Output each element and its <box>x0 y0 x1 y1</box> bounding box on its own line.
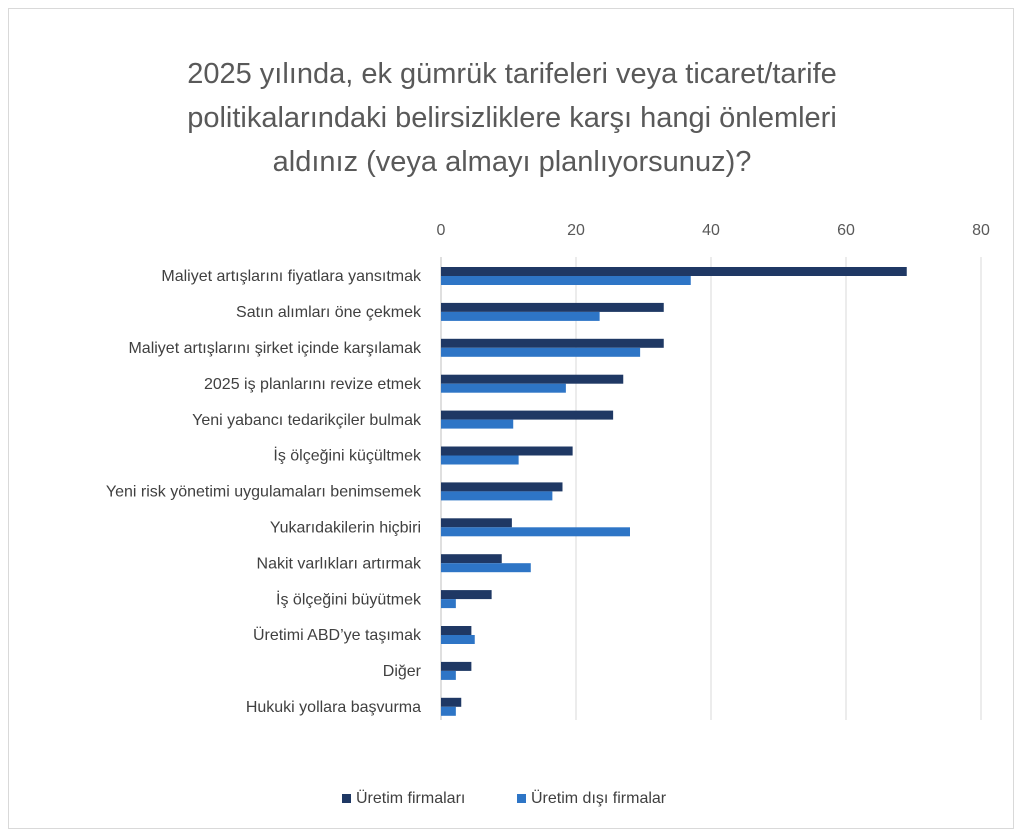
category-label: Diğer <box>383 663 422 680</box>
category-label: Satın alımları öne çekmek <box>236 304 422 321</box>
category-label: 2025 iş planlarını revize etmek <box>204 376 422 393</box>
bar-uretim-disi-firmalar <box>441 383 566 393</box>
category-label: Maliyet artışlarını şirket içinde karşıl… <box>128 340 422 357</box>
bar-uretim-firmalari <box>441 267 907 276</box>
bar-uretim-firmalari <box>441 697 462 707</box>
legend-label: Üretim dışı firmalar <box>531 789 667 807</box>
category-label: İş ölçeğini küçültmek <box>273 446 422 465</box>
legend: Üretim firmaları Üretim dışı firmalar <box>342 789 667 807</box>
bar-uretim-firmalari <box>441 410 614 420</box>
x-axis-ticks: 0 20 40 60 80 <box>437 222 990 239</box>
legend-swatch <box>517 794 526 803</box>
bar-uretim-disi-firmalar <box>441 670 456 680</box>
x-tick-label: 0 <box>437 222 446 239</box>
category-label: Nakit varlıkları artırmak <box>257 555 422 572</box>
category-label: İş ölçeğini büyütmek <box>276 589 422 608</box>
bar-uretim-disi-firmalar <box>441 311 600 321</box>
chart-title-line-2: politikalarındaki belirsizliklere karşı … <box>187 102 837 134</box>
x-tick-label: 40 <box>702 222 720 239</box>
bar-uretim-disi-firmalar <box>441 455 519 465</box>
x-tick-label: 60 <box>837 222 855 239</box>
bar-uretim-firmalari <box>441 554 502 564</box>
bar-uretim-firmalari <box>441 374 624 384</box>
bar-uretim-firmalari <box>441 446 573 456</box>
bar-uretim-disi-firmalar <box>441 419 514 429</box>
bar-uretim-firmalari <box>441 338 664 348</box>
bar-uretim-firmalari <box>441 482 563 492</box>
legend-label: Üretim firmaları <box>356 789 465 807</box>
category-label: Yeni yabancı tedarikçiler bulmak <box>192 412 422 429</box>
chart-title: 2025 yılında, ek gümrük tarifeleri veya … <box>0 52 1024 184</box>
bar-uretim-disi-firmalar <box>441 635 475 644</box>
chart-title-line-1: 2025 yılında, ek gümrük tarifeleri veya … <box>187 58 837 90</box>
bar-uretim-firmalari <box>441 626 472 635</box>
bars <box>441 267 907 716</box>
bar-uretim-disi-firmalar <box>441 527 630 537</box>
bar-uretim-firmalari <box>441 518 512 528</box>
category-label: Hukuki yollara başvurma <box>246 699 421 716</box>
bar-uretim-firmalari <box>441 302 664 312</box>
bar-uretim-disi-firmalar <box>441 706 456 716</box>
bar-uretim-disi-firmalar <box>441 491 553 501</box>
category-label: Yeni risk yönetimi uygulamaları benimsem… <box>106 484 422 501</box>
bar-uretim-disi-firmalar <box>441 563 531 573</box>
bar-uretim-firmalari <box>441 661 472 671</box>
legend-swatch <box>342 794 351 803</box>
bar-uretim-disi-firmalar <box>441 276 691 285</box>
category-label: Maliyet artışlarını fiyatlara yansıtmak <box>161 268 422 285</box>
bar-uretim-firmalari <box>441 590 492 600</box>
category-label: Yukarıdakilerin hiçbiri <box>270 520 421 537</box>
category-label: Üretimi ABD’ye taşımak <box>253 626 422 644</box>
category-labels: Maliyet artışlarını fiyatlara yansıtmak S… <box>106 268 422 716</box>
chart-title-line-3: aldınız (veya almayı planlıyorsunuz)? <box>272 146 752 178</box>
bar-uretim-disi-firmalar <box>441 347 641 357</box>
x-tick-label: 20 <box>567 222 585 239</box>
bar-uretim-disi-firmalar <box>441 599 456 609</box>
x-tick-label: 80 <box>972 222 990 239</box>
